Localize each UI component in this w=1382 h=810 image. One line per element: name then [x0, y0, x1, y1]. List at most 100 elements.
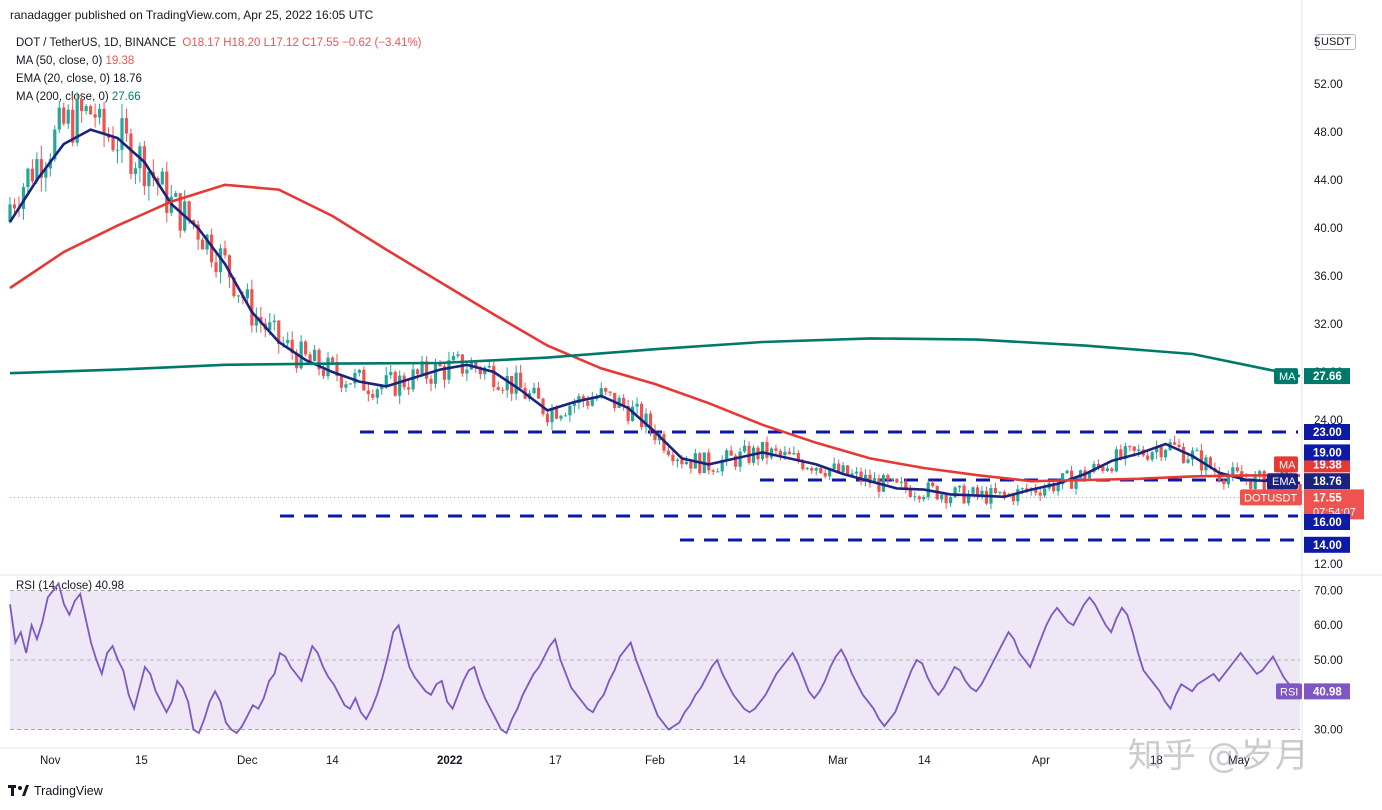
candle-body [505, 375, 509, 391]
last-price-text: 17.55 [1313, 492, 1342, 504]
ema20-line [8, 128, 1301, 499]
footer-brand-text: TradingView [34, 784, 103, 798]
candle-body [299, 341, 303, 369]
price-axis-tick: 32.00 [1314, 319, 1343, 331]
rsi-axis-tick: 60.00 [1314, 620, 1343, 632]
candle-body [778, 450, 783, 456]
candle-body [998, 491, 1002, 494]
candle-body [639, 403, 644, 428]
candle-body [966, 493, 971, 504]
candle-body [353, 372, 357, 384]
candle-body [908, 489, 912, 497]
candle-body [810, 468, 814, 471]
legend-symbol: DOT / TetherUS, 1D, BINANCE [16, 37, 176, 49]
rsi-axis-tick: 30.00 [1314, 725, 1343, 737]
candle-body [675, 459, 679, 462]
time-axis-tick: 18 [1150, 755, 1163, 767]
candle-body [608, 391, 612, 393]
candle-body [1011, 494, 1015, 502]
candle-body [814, 467, 818, 471]
candle-body [1016, 489, 1020, 502]
candle-body [30, 168, 34, 182]
candle-body [1056, 484, 1060, 492]
candle-body [828, 468, 832, 477]
legend-ema20-row[interactable]: EMA (20, close, 0) 18.76 [16, 70, 422, 88]
candle-body [819, 467, 823, 474]
candle-body [837, 463, 841, 473]
candle-body [218, 248, 223, 273]
candle-body [57, 107, 61, 130]
time-axis-tick: 14 [918, 755, 931, 767]
candle-body [859, 471, 863, 482]
candle-body [254, 317, 258, 326]
candle-body [465, 369, 469, 374]
candle-body [563, 415, 568, 417]
candle-body [478, 368, 482, 375]
candle-body [1155, 446, 1159, 453]
candle-body [429, 378, 433, 384]
rsi-legend[interactable]: RSI (14, close) 40.98 [16, 580, 124, 592]
ma200-badge-value [1304, 368, 1350, 385]
candle-body [1181, 447, 1186, 463]
candle-body [187, 201, 191, 221]
candle-body [102, 108, 106, 135]
candle-body [89, 106, 93, 115]
candle-body [886, 475, 890, 481]
candle-body [416, 369, 420, 375]
candle-body [304, 341, 308, 355]
candle-body [792, 452, 796, 455]
candle-body [335, 362, 339, 377]
candle-body [1105, 468, 1109, 471]
level-14-badge-value [1304, 536, 1350, 553]
candle-body [684, 461, 688, 465]
candle-body [760, 442, 765, 460]
time-axis-tick: Dec [237, 755, 258, 767]
ma200-badge-tag [1274, 368, 1298, 385]
candle-body [26, 168, 30, 188]
currency-badge[interactable]: USDT [1316, 34, 1356, 50]
candle-body [590, 399, 594, 406]
ema-badge-tag-text: EMA [1272, 476, 1297, 488]
publisher-line: ranadagger published on TradingView.com,… [10, 8, 374, 22]
candle-body [1235, 467, 1239, 472]
candle-body [832, 463, 836, 469]
candle-body [268, 322, 272, 330]
candle-body [160, 171, 164, 185]
candle-body [62, 107, 66, 124]
candle-body [344, 384, 348, 388]
candle-body [308, 354, 312, 362]
candle-body [317, 349, 321, 370]
ma50-line [9, 183, 1300, 483]
candle-body [442, 366, 447, 380]
dotusdt-tag [1240, 489, 1302, 506]
candle-body [39, 159, 43, 178]
candle-body [796, 452, 800, 462]
candle-body [648, 413, 653, 431]
ema-badge-value-text: 18.76 [1313, 476, 1342, 488]
candle-body [250, 289, 254, 326]
legend-ma50-row[interactable]: MA (50, close, 0) 19.38 [16, 52, 422, 70]
candle-body [622, 397, 626, 407]
candle-body [272, 320, 276, 323]
level-23-badge-value-text: 23.00 [1313, 427, 1342, 439]
ema-badge-value [1304, 473, 1350, 490]
candle-body [550, 408, 554, 423]
candle-body [599, 388, 603, 398]
candle-body [209, 234, 214, 263]
candle-body [129, 133, 133, 174]
candle-body [362, 369, 366, 391]
legend-ma200-row[interactable]: MA (200, close, 0) 27.66 [16, 88, 422, 106]
candle-body [1119, 449, 1123, 459]
candle-body [277, 320, 281, 344]
candle-body [1226, 475, 1230, 485]
candle-body [1137, 449, 1141, 451]
candle-body [1284, 472, 1289, 474]
candle-body [501, 389, 505, 391]
candle-body [904, 481, 908, 490]
candle-body [398, 375, 402, 396]
footer-brand[interactable]: TradingView [8, 784, 103, 798]
legend-symbol-row[interactable]: DOT / TetherUS, 1D, BINANCE O18.17 H18.2… [16, 34, 422, 52]
candle-body [1132, 446, 1136, 451]
candle-body [931, 482, 935, 487]
